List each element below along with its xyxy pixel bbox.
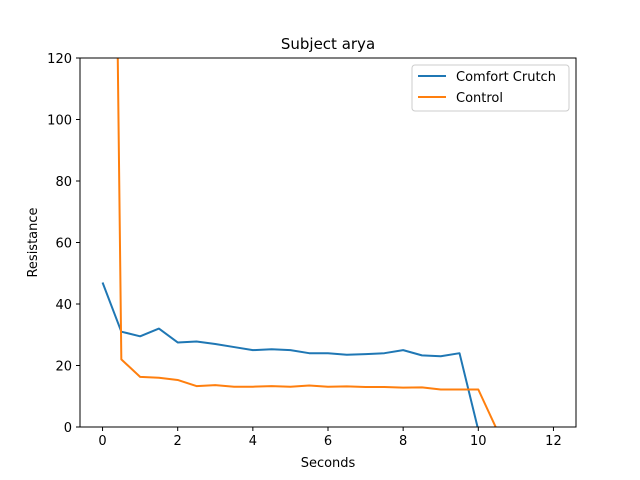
x-axis-label: Seconds (301, 456, 356, 471)
x-tick-label-10: 10 (470, 434, 487, 449)
x-tick-label-6: 6 (324, 434, 332, 449)
y-tick-label-120: 120 (47, 52, 72, 67)
x-tick-label-12: 12 (545, 434, 562, 449)
y-axis-label: Resistance (26, 207, 41, 277)
y-tick-label-80: 80 (55, 175, 72, 190)
y-tick-label-20: 20 (55, 360, 72, 375)
legend-label-comfort-crutch: Comfort Crutch (456, 70, 556, 85)
y-tick-label-40: 40 (55, 298, 72, 313)
x-tick-label-8: 8 (399, 434, 407, 449)
y-tick-label-60: 60 (55, 237, 72, 252)
x-axis: 0 2 4 6 8 10 12 (98, 427, 562, 449)
x-tick-label-4: 4 (249, 434, 257, 449)
chart-title: Subject arya (281, 35, 375, 53)
y-tick-label-0: 0 (64, 421, 72, 436)
series-line-comfort-crutch (101, 282, 479, 427)
y-axis: 0 20 40 60 80 100 120 (47, 52, 80, 436)
x-tick-label-0: 0 (98, 434, 106, 449)
legend-box (411, 64, 570, 112)
series-line-control (116, 58, 497, 427)
series-layer (101, 58, 497, 427)
x-tick-label-2: 2 (174, 434, 182, 449)
y-tick-label-100: 100 (47, 114, 72, 129)
legend-label-control: Control (456, 91, 503, 106)
legend: Comfort Crutch Control (411, 64, 570, 112)
